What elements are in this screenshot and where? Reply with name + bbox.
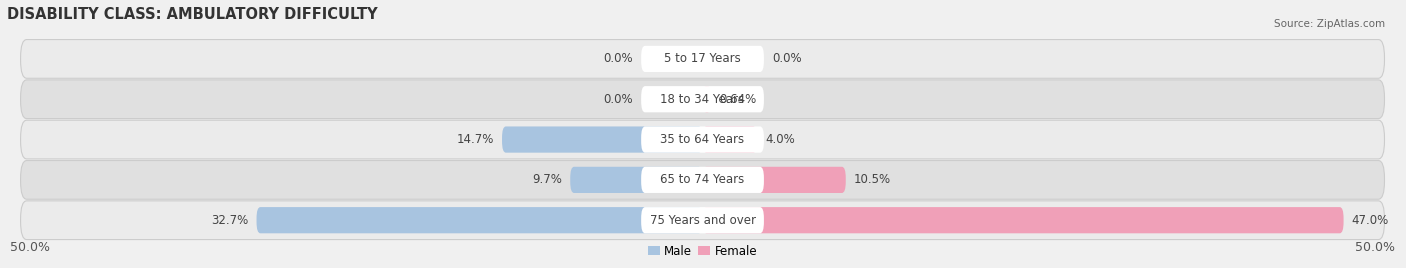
FancyBboxPatch shape: [703, 86, 711, 112]
Text: 65 to 74 Years: 65 to 74 Years: [661, 173, 745, 186]
FancyBboxPatch shape: [21, 201, 1385, 240]
Text: 18 to 34 Years: 18 to 34 Years: [661, 93, 745, 106]
Text: 50.0%: 50.0%: [1355, 241, 1395, 254]
Text: 32.7%: 32.7%: [211, 214, 249, 227]
Text: 9.7%: 9.7%: [533, 173, 562, 186]
FancyBboxPatch shape: [21, 80, 1385, 118]
Text: 0.0%: 0.0%: [772, 53, 801, 65]
Legend: Male, Female: Male, Female: [643, 240, 762, 262]
FancyBboxPatch shape: [641, 207, 763, 233]
Text: 10.5%: 10.5%: [853, 173, 891, 186]
FancyBboxPatch shape: [571, 167, 703, 193]
Text: 0.0%: 0.0%: [603, 53, 633, 65]
FancyBboxPatch shape: [21, 120, 1385, 159]
FancyBboxPatch shape: [256, 207, 703, 233]
FancyBboxPatch shape: [641, 126, 763, 153]
FancyBboxPatch shape: [641, 86, 763, 112]
Text: 75 Years and over: 75 Years and over: [650, 214, 755, 227]
Text: 0.64%: 0.64%: [720, 93, 756, 106]
FancyBboxPatch shape: [21, 40, 1385, 78]
Text: 0.0%: 0.0%: [603, 93, 633, 106]
Text: 14.7%: 14.7%: [457, 133, 494, 146]
Text: 35 to 64 Years: 35 to 64 Years: [661, 133, 745, 146]
Text: DISABILITY CLASS: AMBULATORY DIFFICULTY: DISABILITY CLASS: AMBULATORY DIFFICULTY: [7, 7, 378, 22]
Text: 47.0%: 47.0%: [1351, 214, 1389, 227]
Text: 4.0%: 4.0%: [765, 133, 794, 146]
FancyBboxPatch shape: [641, 167, 763, 193]
Text: 50.0%: 50.0%: [10, 241, 49, 254]
FancyBboxPatch shape: [703, 126, 756, 153]
Text: Source: ZipAtlas.com: Source: ZipAtlas.com: [1274, 19, 1385, 29]
FancyBboxPatch shape: [641, 46, 763, 72]
FancyBboxPatch shape: [21, 161, 1385, 199]
Text: 5 to 17 Years: 5 to 17 Years: [664, 53, 741, 65]
FancyBboxPatch shape: [502, 126, 703, 153]
FancyBboxPatch shape: [703, 167, 846, 193]
FancyBboxPatch shape: [703, 207, 1344, 233]
